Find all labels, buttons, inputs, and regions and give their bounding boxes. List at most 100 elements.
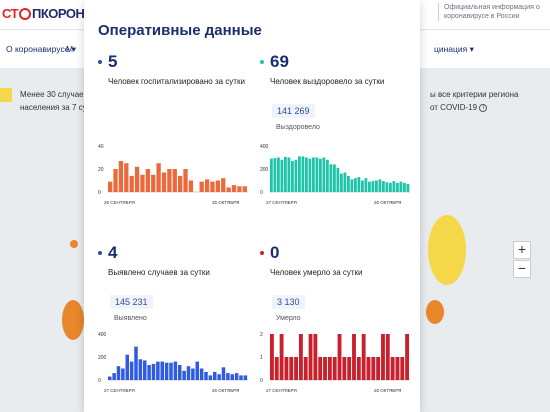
chart-bar[interactable] <box>287 157 291 193</box>
chart-bar[interactable] <box>366 357 371 380</box>
map-region[interactable] <box>426 300 444 324</box>
chart-bar[interactable] <box>182 370 186 380</box>
chart-bar[interactable] <box>237 186 242 192</box>
chart-bar[interactable] <box>138 359 143 380</box>
chart-bar[interactable] <box>178 175 183 192</box>
official-info-text[interactable]: Официальная информация о коронавирусе в … <box>438 3 548 21</box>
chart-bar[interactable] <box>199 368 204 381</box>
chart-bar[interactable] <box>385 182 389 192</box>
info-icon[interactable]: i <box>479 103 488 112</box>
chart-bar[interactable] <box>400 357 405 380</box>
chart-bar[interactable] <box>280 159 284 192</box>
nav-item-about[interactable]: О коронавирусе ▾ <box>6 44 77 54</box>
zoom-out-button[interactable]: − <box>513 260 531 278</box>
chart-bar[interactable] <box>172 169 177 192</box>
chart-bar[interactable] <box>357 177 361 192</box>
chart-bar[interactable] <box>279 334 284 380</box>
chart-bar[interactable] <box>134 166 140 192</box>
chart-bar[interactable] <box>230 374 235 380</box>
chart-bar[interactable] <box>385 334 390 380</box>
chart-bar[interactable] <box>242 186 247 192</box>
chart-bar[interactable] <box>274 357 279 380</box>
chart-bar[interactable] <box>221 178 226 192</box>
chart-bar[interactable] <box>333 164 336 192</box>
chart-bar[interactable] <box>313 334 318 380</box>
chart-bar[interactable] <box>156 361 160 380</box>
chart-bar[interactable] <box>169 362 173 380</box>
chart-bar[interactable] <box>231 185 237 192</box>
chart-bar[interactable] <box>208 375 213 380</box>
chart-bar[interactable] <box>294 159 298 192</box>
nav-item-vaccination[interactable]: цинация ▾ <box>434 44 474 54</box>
chart-bar[interactable] <box>361 180 364 193</box>
chart-bar[interactable] <box>129 361 134 380</box>
chart-bar[interactable] <box>113 169 118 192</box>
chart-bar[interactable] <box>382 181 385 192</box>
chart-bar[interactable] <box>199 181 204 192</box>
chart-bar[interactable] <box>284 357 289 380</box>
chart-bar[interactable] <box>327 357 332 380</box>
map-region[interactable] <box>428 215 466 285</box>
chart-bar[interactable] <box>226 373 230 380</box>
chart-bar[interactable] <box>356 357 361 380</box>
chart-bar[interactable] <box>347 357 352 380</box>
chart-bar[interactable] <box>406 183 410 192</box>
zoom-in-button[interactable]: + <box>513 241 531 259</box>
chart-bar[interactable] <box>277 157 280 193</box>
chart-bar[interactable] <box>270 158 273 192</box>
chart-bar[interactable] <box>164 362 169 380</box>
chart-bar[interactable] <box>273 158 277 192</box>
chart-bar[interactable] <box>342 357 347 380</box>
chart-bar[interactable] <box>332 357 337 380</box>
chart-bar[interactable] <box>270 334 274 380</box>
chart-bar[interactable] <box>151 363 156 380</box>
chart-bar[interactable] <box>178 365 182 380</box>
chart-bar[interactable] <box>303 357 308 380</box>
chart-bar[interactable] <box>322 157 326 193</box>
chart-bar[interactable] <box>305 157 308 193</box>
chart-bar[interactable] <box>298 156 301 192</box>
chart-bar[interactable] <box>298 334 303 380</box>
chart-bar[interactable] <box>151 174 156 192</box>
chart-bar[interactable] <box>161 172 167 192</box>
chart-bar[interactable] <box>129 175 134 192</box>
chart-bar[interactable] <box>140 174 145 192</box>
chart-bar[interactable] <box>121 368 125 381</box>
chart-bar[interactable] <box>378 179 382 192</box>
chart-bar[interactable] <box>392 181 396 192</box>
chart-bar[interactable] <box>191 368 195 381</box>
chart-bar[interactable] <box>301 156 305 192</box>
chart-bar[interactable] <box>337 334 342 380</box>
chart-bar[interactable] <box>294 357 298 380</box>
chart-bar[interactable] <box>375 180 378 193</box>
chart-bar[interactable] <box>336 167 340 192</box>
map-region[interactable] <box>62 300 84 340</box>
chart-bar[interactable] <box>183 169 188 192</box>
chart-bar[interactable] <box>326 159 329 192</box>
chart-bar[interactable] <box>368 181 371 192</box>
chart-bar[interactable] <box>210 181 215 192</box>
chart-bar[interactable] <box>134 346 138 380</box>
chart-bar[interactable] <box>147 365 151 380</box>
chart-bar[interactable] <box>396 182 399 192</box>
chart-bar[interactable] <box>289 357 294 380</box>
chart-bar[interactable] <box>312 157 315 193</box>
chart-bar[interactable] <box>118 160 124 192</box>
chart-bar[interactable] <box>347 175 350 192</box>
chart-bar[interactable] <box>239 375 243 380</box>
chart-bar[interactable] <box>167 169 172 192</box>
chart-bar[interactable] <box>308 334 313 380</box>
chart-bar[interactable] <box>343 172 347 192</box>
chart-bar[interactable] <box>308 158 312 192</box>
chart-bar[interactable] <box>318 357 323 380</box>
chart-bar[interactable] <box>291 160 294 192</box>
chart-bar[interactable] <box>319 158 322 192</box>
chart-bar[interactable] <box>108 376 112 380</box>
chart-bar[interactable] <box>390 357 395 380</box>
chart-bar[interactable] <box>217 374 221 380</box>
chart-bar[interactable] <box>354 178 357 192</box>
chart-bar[interactable] <box>376 357 381 380</box>
chart-bar[interactable] <box>156 163 161 192</box>
chart-bar[interactable] <box>116 366 121 380</box>
chart-bar[interactable] <box>195 361 200 380</box>
